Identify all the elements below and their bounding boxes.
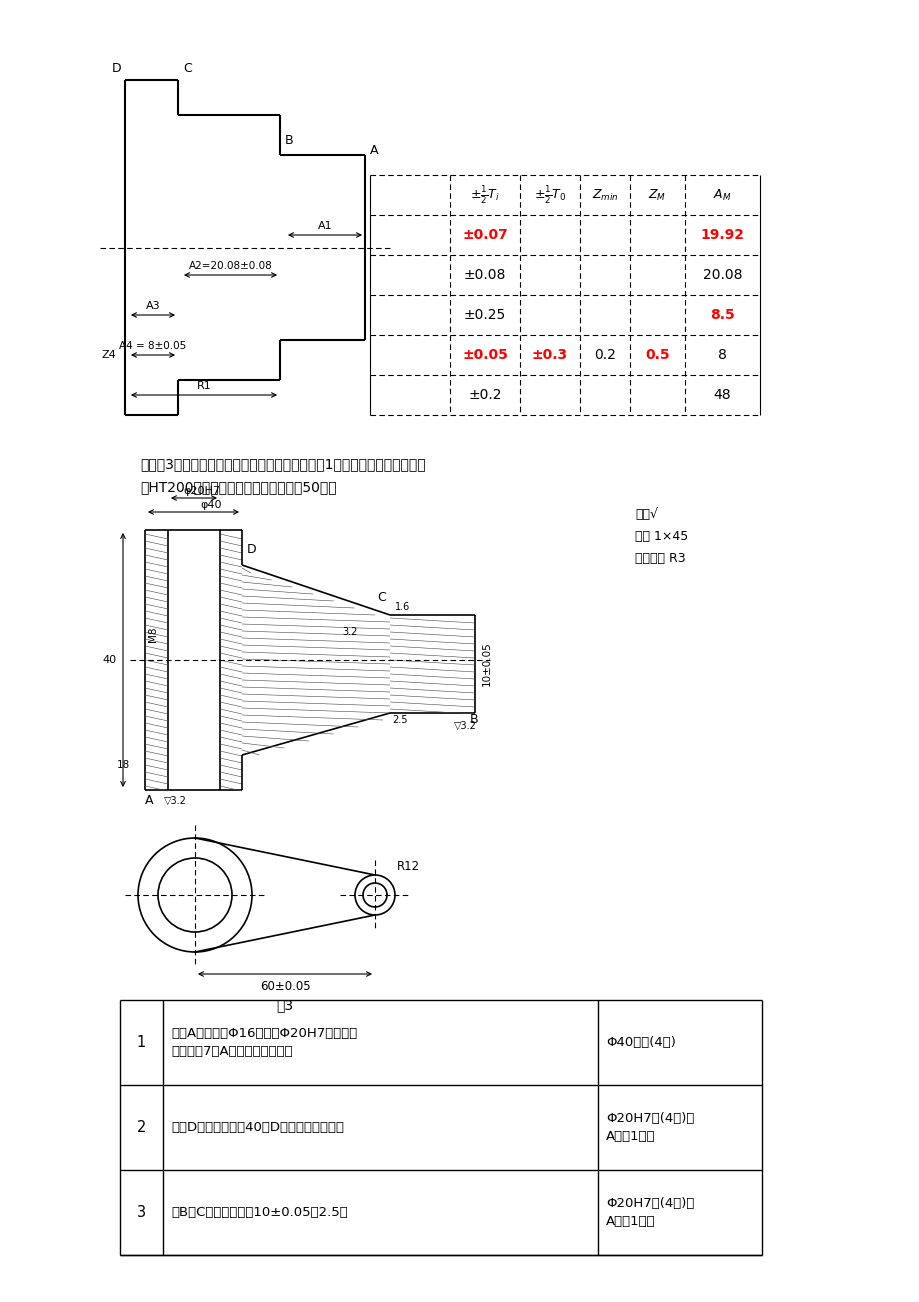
Text: $Z_{min}$: $Z_{min}$: [591, 187, 618, 203]
Text: 倒角 1×45: 倒角 1×45: [634, 530, 687, 543]
Text: ±0.08: ±0.08: [463, 268, 505, 283]
Text: A1: A1: [317, 221, 332, 230]
Text: 为HT200，毛坏为精铸件，生产批量：50件。: 为HT200，毛坏为精铸件，生产批量：50件。: [140, 480, 336, 493]
Text: 10±0.05: 10±0.05: [482, 642, 492, 686]
Text: 精车D面，保证尺寷40。D面内外倒角，成。: 精车D面，保证尺寷40。D面内外倒角，成。: [171, 1121, 344, 1134]
Text: ±0.07: ±0.07: [461, 228, 507, 242]
Text: $Z_M$: $Z_M$: [648, 187, 666, 203]
Text: 19.92: 19.92: [699, 228, 743, 242]
Text: 图3: 图3: [276, 999, 293, 1012]
Text: φ40: φ40: [200, 500, 222, 510]
Text: 60±0.05: 60±0.05: [259, 979, 310, 992]
Text: R1: R1: [197, 381, 211, 391]
Text: 3.2: 3.2: [342, 628, 357, 637]
Text: ±0.25: ±0.25: [463, 309, 505, 322]
Text: 鐵B、C面，保证尺寷10±0.05及2.5。: 鐵B、C面，保证尺寷10±0.05及2.5。: [171, 1206, 347, 1219]
Text: 精车A面，钒孔Φ16，精车Φ20H7孔，成，
保证尺剱7。A面内外倒角，成。: 精车A面，钒孔Φ16，精车Φ20H7孔，成， 保证尺剱7。A面内外倒角，成。: [171, 1027, 357, 1059]
Text: C: C: [377, 591, 386, 604]
Text: A3: A3: [145, 301, 160, 311]
Text: φ20H7: φ20H7: [183, 486, 221, 496]
Text: ±0.05: ±0.05: [461, 348, 507, 362]
Text: 40: 40: [103, 655, 117, 665]
Text: Φ20H7孔(4点)，
A面（1点）: Φ20H7孔(4点)， A面（1点）: [606, 1197, 694, 1228]
Text: Z4: Z4: [101, 350, 116, 359]
Text: 0.2: 0.2: [594, 348, 615, 362]
Text: M8: M8: [148, 626, 158, 642]
Text: 2.5: 2.5: [391, 715, 407, 725]
Text: D: D: [112, 61, 121, 74]
Text: 8.5: 8.5: [709, 309, 734, 322]
Text: A: A: [369, 143, 378, 156]
Text: 3: 3: [137, 1204, 146, 1220]
Text: 1: 1: [137, 1035, 146, 1049]
Text: 2: 2: [137, 1120, 146, 1135]
Text: ▽3.2: ▽3.2: [164, 796, 187, 806]
Text: A: A: [144, 794, 153, 807]
Text: Φ20H7孔(4点)，
A面（1点）: Φ20H7孔(4点)， A面（1点）: [606, 1112, 694, 1143]
Text: A4 = 8±0.05: A4 = 8±0.05: [119, 341, 187, 352]
Text: $\pm\frac{1}{2}T_0$: $\pm\frac{1}{2}T_0$: [533, 184, 565, 206]
Text: 1.6: 1.6: [394, 602, 410, 612]
Text: B: B: [285, 134, 293, 147]
Text: R12: R12: [397, 861, 420, 874]
Text: Φ40外圆(4点): Φ40外圆(4点): [606, 1036, 675, 1049]
Text: 编制图3所示小摇杆零件的工艺规程，并填写在表1所示的表格中。零件材料: 编制图3所示小摇杆零件的工艺规程，并填写在表1所示的表格中。零件材料: [140, 457, 425, 471]
Text: 铸造圆角 R3: 铸造圆角 R3: [634, 552, 685, 565]
Text: $\pm\frac{1}{2}T_i$: $\pm\frac{1}{2}T_i$: [470, 184, 499, 206]
Text: 48: 48: [713, 388, 731, 402]
Text: ▽3.2: ▽3.2: [453, 721, 476, 730]
Text: 8: 8: [718, 348, 726, 362]
Text: ±0.3: ±0.3: [531, 348, 567, 362]
Text: D: D: [246, 543, 256, 556]
Text: $A_M$: $A_M$: [712, 187, 731, 203]
Text: 20.08: 20.08: [702, 268, 742, 283]
Text: ±0.2: ±0.2: [468, 388, 501, 402]
Text: 18: 18: [117, 760, 130, 769]
Text: C: C: [183, 61, 191, 74]
Text: B: B: [470, 713, 478, 727]
Text: 0.5: 0.5: [644, 348, 669, 362]
Text: 其余√: 其余√: [634, 508, 657, 521]
Text: A2=20.08±0.08: A2=20.08±0.08: [188, 260, 272, 271]
